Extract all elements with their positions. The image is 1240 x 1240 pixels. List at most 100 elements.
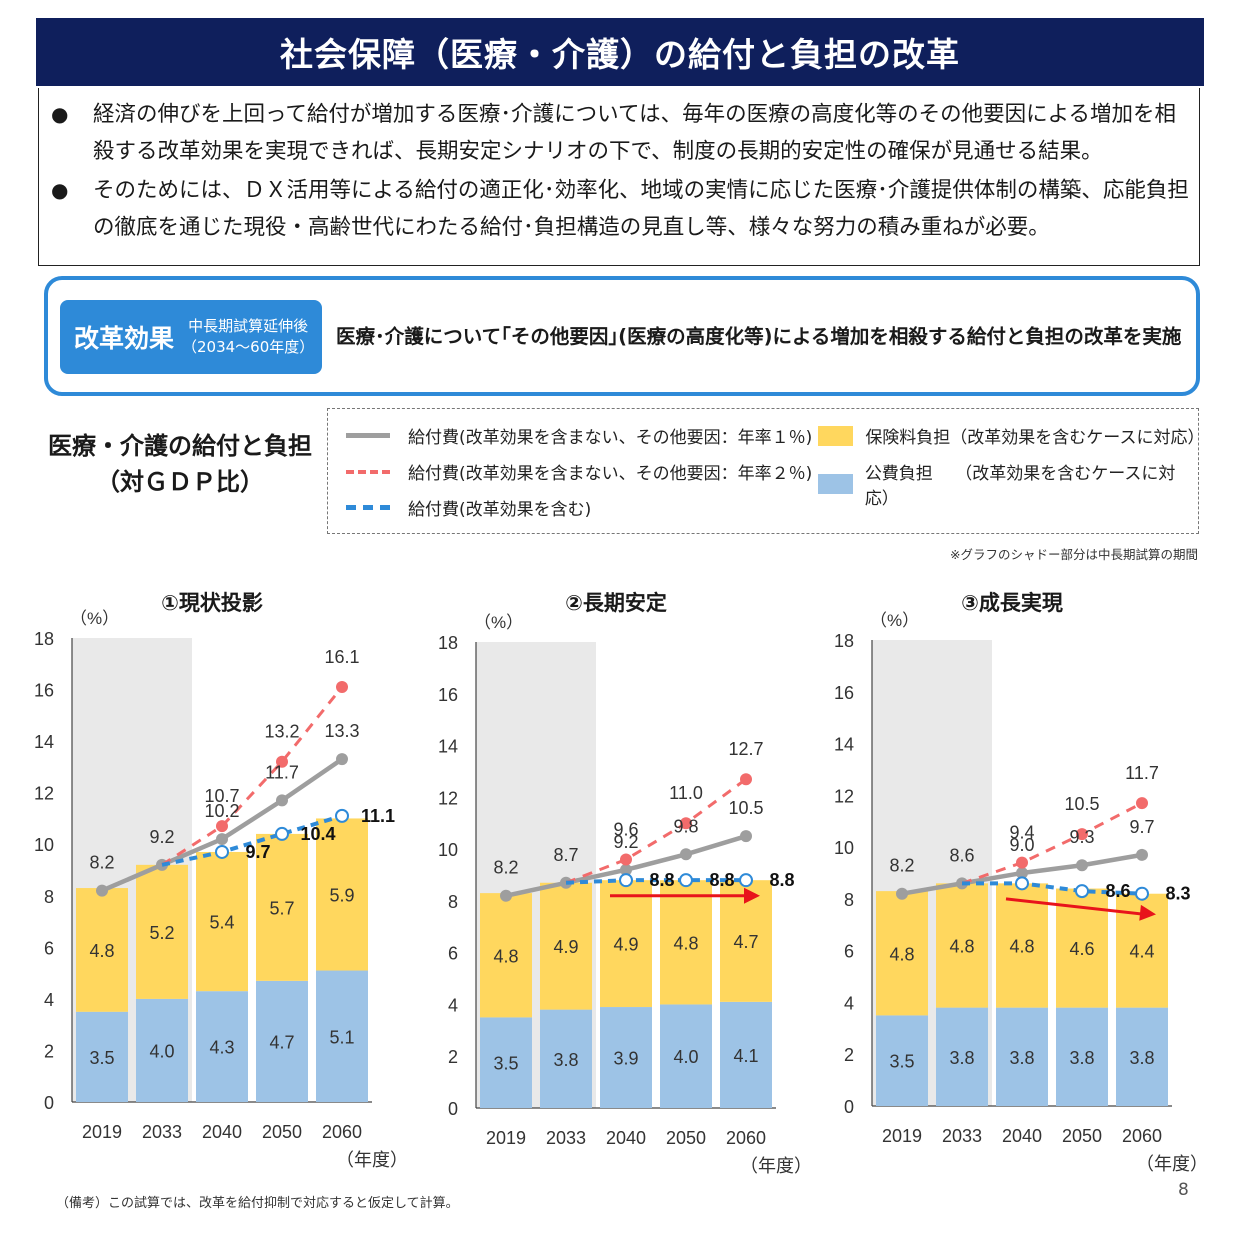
chart1-y-tick-label: 0	[44, 1093, 54, 1113]
chart3-y-tick-label: 4	[844, 993, 854, 1013]
chart1-point-red	[216, 820, 228, 833]
chart1-y-tick-label: 18	[34, 629, 54, 649]
chart3-x-tick-label: 2050	[1062, 1126, 1102, 1146]
footnote: （備考）この試算では、改革を給付抑制で対応すると仮定して計算。	[56, 1196, 459, 1211]
reform-badge-title: 改革効果	[74, 324, 175, 353]
chart1-bar-insurance-label: 5.2	[149, 923, 174, 943]
chart1-point-gray	[216, 833, 228, 846]
chart1-bar-insurance-label: 5.4	[209, 913, 234, 933]
chart3-trend-arrow-line	[1005, 897, 1147, 916]
chart2-bar-public-label: 3.8	[553, 1050, 578, 1070]
chart3-blue-value-label: 8.3	[1165, 884, 1190, 904]
bullet-dot-icon: ●	[51, 102, 69, 126]
chart-heading-line2: （対ＧＤＰ比）	[96, 468, 264, 496]
chart1-bar-public-label: 4.0	[149, 1041, 174, 1061]
legend-yellow-swatch	[818, 425, 854, 446]
chart3-bar-public-label: 3.8	[949, 1048, 974, 1068]
chart2-bar-public-label: 3.5	[493, 1054, 518, 1074]
chart3-point-gray	[1136, 848, 1148, 861]
legend-item-red-line: 給付費(改革効果を含まない、その他要因：年率２％)	[346, 459, 812, 484]
legend-blue-swatch	[818, 474, 853, 494]
chart1-y-tick-label: 8	[44, 887, 54, 907]
legend-gray-line-swatch	[346, 433, 390, 438]
chart3-point-gray	[896, 887, 908, 900]
chart3-gray-value-label: 9.3	[1069, 827, 1094, 847]
chart1-x-tick-label: 2060	[322, 1122, 362, 1142]
chart2-gray-value-label: 9.2	[613, 832, 638, 852]
chart3-x-tick-label: 2033	[942, 1126, 982, 1146]
legend-item-blue-bar: 公費負担 （改革効果を含むケースに対応）	[818, 459, 1198, 509]
chart2-gray-value-label: 9.8	[673, 816, 698, 836]
chart1-bar-public-label: 3.5	[89, 1048, 114, 1068]
chart1-gray-value-label: 11.7	[265, 762, 299, 782]
chart1-gray-value-label: 9.2	[149, 827, 174, 847]
chart2-point-blue	[679, 873, 693, 888]
chart1-y-tick-label: 2	[44, 1041, 54, 1061]
chart2-y-axis-label: （%）	[474, 613, 523, 632]
chart3-title: ③成長実現	[961, 591, 1063, 615]
page-number: 8	[1178, 1180, 1189, 1200]
chart3-bar-public	[936, 1007, 988, 1106]
chart1-x-tick-label: 2033	[142, 1122, 182, 1142]
chart3-x-tick-label: 2060	[1122, 1126, 1162, 1146]
chart3-bar-insurance-label: 4.8	[949, 936, 974, 956]
chart3-y-tick-label: 10	[834, 838, 854, 858]
chart3-blue-value-label: 8.6	[1105, 881, 1130, 901]
chart2-point-red	[740, 773, 752, 786]
chart3-bar-public-label: 3.8	[1069, 1048, 1094, 1068]
chart2-blue-value-label: 8.8	[709, 870, 734, 890]
chart3-bar-public	[876, 1015, 928, 1106]
chart3-point-red	[1076, 828, 1088, 841]
chart3-gray-value-label: 8.2	[889, 856, 914, 876]
chart3-gray-value-label: 9.7	[1129, 817, 1154, 837]
chart2-x-tick-label: 2050	[666, 1128, 706, 1148]
chart1-red-value-label: 10.7	[204, 786, 239, 806]
chart3-y-tick-label: 0	[844, 1097, 854, 1117]
chart2-bar-insurance	[540, 882, 592, 1010]
chart2-line-blue	[565, 878, 746, 885]
chart3-bar-insurance-label: 4.8	[1009, 936, 1034, 956]
chart1-y-tick-label: 12	[34, 784, 54, 804]
legend-red-line-swatch	[346, 469, 390, 474]
chart1-gray-value-label: 10.2	[204, 801, 239, 821]
chart2-y-tick-label: 4	[448, 995, 458, 1015]
chart3-gray-value-label: 9.0	[1009, 835, 1034, 855]
reform-description: 医療･介護について｢その他要因｣(医療の高度化等)による増加を相殺する給付と負担…	[336, 325, 1182, 348]
chart2-bar-public-label: 4.1	[733, 1046, 758, 1066]
chart1-bar-insurance	[136, 864, 188, 999]
chart1-blue-value-label: 10.4	[300, 824, 335, 844]
chart2-point-gray	[500, 889, 512, 902]
chart3-x-axis-label: （年度）	[1136, 1154, 1208, 1174]
bullet-item: ● 経済の伸びを上回って給付が増加する医療･介護については、毎年の医療の高度化等…	[51, 96, 1189, 170]
legend-gray-line-label: 給付費(改革効果を含まない、その他要因：年率１％)	[408, 428, 813, 448]
page-title: 社会保障（医療・介護）の給付と負担の改革	[36, 18, 1204, 86]
chart2-blue-value-label: 8.8	[769, 870, 794, 890]
chart2-point-blue	[739, 873, 753, 888]
chart2-red-value-label: 9.6	[613, 819, 638, 839]
chart3-bar-insurance	[936, 883, 988, 1008]
chart2-y-tick-label: 2	[448, 1047, 458, 1067]
chart2-bar-public	[660, 1004, 712, 1108]
chart3-bar-public-label: 3.5	[889, 1052, 914, 1072]
chart3-bar-public-label: 3.8	[1009, 1048, 1034, 1068]
bullet-dot-icon: ●	[51, 178, 69, 202]
chart2-blue-value-label: 8.8	[649, 870, 674, 890]
chart2-bar-public	[480, 1017, 532, 1108]
chart1-point-gray	[276, 794, 288, 807]
chart1-bar-insurance-label: 4.8	[89, 941, 114, 961]
chart1-bar-insurance	[256, 833, 308, 981]
chart1-blue-value-label: 9.7	[245, 842, 270, 862]
legend-yellow-bar-label: 保険料負担（改革効果を含むケースに対応）	[865, 428, 1205, 448]
chart1-point-gray	[96, 884, 108, 897]
chart3-bar-insurance-label: 4.4	[1129, 942, 1154, 962]
chart1-y-tick-label: 14	[34, 732, 54, 752]
chart1-point-blue	[275, 826, 289, 841]
chart3-bar-insurance-label: 4.6	[1069, 939, 1094, 959]
chart1-bar-insurance-label: 5.9	[329, 885, 354, 905]
chart2-bar-public	[600, 1007, 652, 1108]
chart3-trend-arrow-head	[1139, 904, 1156, 921]
chart3-point-red	[1136, 797, 1148, 810]
chart3-bar-public	[1056, 1007, 1108, 1106]
chart1-bar-public-label: 4.7	[269, 1032, 294, 1052]
chart1-gray-value-label: 8.2	[89, 853, 114, 873]
